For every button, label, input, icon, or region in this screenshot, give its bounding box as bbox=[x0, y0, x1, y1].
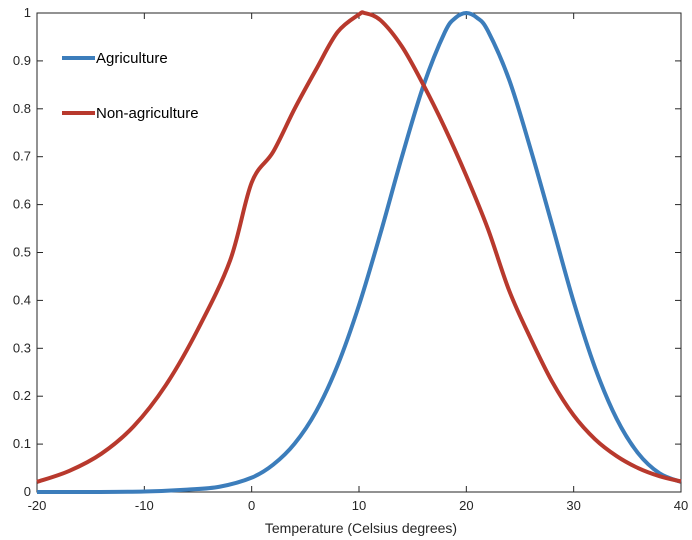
plot-area bbox=[36, 12, 682, 493]
series-line-non-agriculture bbox=[36, 10, 682, 484]
y-tick-label: 0.6 bbox=[13, 197, 31, 212]
x-tick-label: -10 bbox=[135, 498, 154, 513]
y-tick-label: 0.2 bbox=[13, 388, 31, 403]
legend: Agriculture Non-agriculture bbox=[62, 50, 199, 122]
legend-label: Agriculture bbox=[96, 50, 168, 67]
y-tick-label: 0.7 bbox=[13, 149, 31, 164]
series-layer bbox=[36, 10, 682, 495]
y-tick-label: 1 bbox=[24, 5, 31, 20]
x-tick-label: 40 bbox=[674, 498, 688, 513]
axes-box bbox=[36, 12, 682, 493]
y-tick-label: 0.8 bbox=[13, 101, 31, 116]
y-tick-label: 0.3 bbox=[13, 340, 31, 355]
x-axis-title: Temperature (Celsius degrees) bbox=[265, 520, 457, 536]
series-line-agriculture bbox=[36, 11, 682, 495]
x-tick-label: 20 bbox=[459, 498, 473, 513]
tick-labels: -20 -10 0 10 20 30 40 0 0.1 0.2 0.3 0.4 0.5 0.6 0.7 0.8… bbox=[13, 5, 688, 513]
legend-label: Non-agriculture bbox=[96, 105, 199, 122]
y-tick-label: 0.4 bbox=[13, 292, 31, 307]
y-tick-label: 0.1 bbox=[13, 436, 31, 451]
y-tick-label: 0.9 bbox=[13, 53, 31, 68]
x-tick-label: 0 bbox=[248, 498, 255, 513]
x-tick-label: -20 bbox=[28, 498, 47, 513]
x-tick-label: 30 bbox=[566, 498, 580, 513]
y-tick-label: 0 bbox=[24, 484, 31, 499]
x-tick-label: 10 bbox=[352, 498, 366, 513]
y-tick-label: 0.5 bbox=[13, 245, 31, 260]
